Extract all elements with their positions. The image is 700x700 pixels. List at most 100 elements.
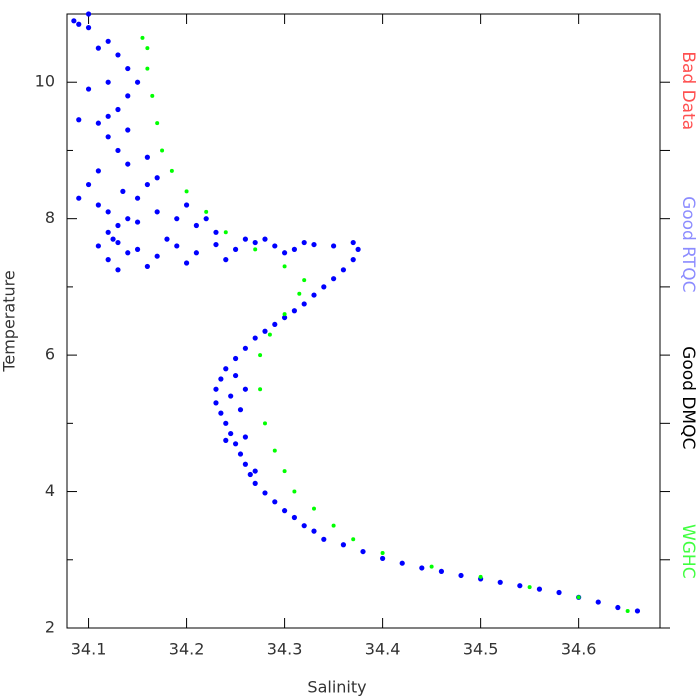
- data-point: [247, 471, 253, 478]
- data-point: [291, 514, 297, 521]
- legend-label: Good RTQC: [678, 196, 698, 292]
- data-point: [183, 202, 190, 208]
- data-point: [125, 127, 131, 133]
- data-point: [536, 586, 543, 592]
- data-point: [258, 353, 263, 358]
- data-point: [218, 410, 224, 416]
- data-point: [301, 239, 307, 246]
- data-point: [252, 480, 258, 486]
- data-point: [105, 209, 111, 215]
- data-point: [95, 243, 101, 249]
- data-point: [134, 195, 141, 201]
- data-point: [145, 46, 150, 51]
- data-point: [242, 434, 248, 440]
- data-point: [262, 328, 268, 334]
- data-point: [150, 93, 155, 98]
- data-point: [120, 188, 126, 194]
- data-point: [301, 523, 307, 529]
- data-point: [95, 45, 101, 51]
- y-tick-label: 2: [45, 618, 55, 637]
- y-tick-label: 10: [35, 72, 55, 91]
- data-point: [232, 441, 239, 447]
- data-point: [115, 267, 121, 273]
- data-point: [232, 246, 239, 252]
- data-point: [76, 117, 82, 123]
- data-point: [340, 542, 347, 548]
- data-point: [252, 335, 258, 341]
- y-tick-label: 8: [45, 208, 55, 227]
- data-point: [125, 65, 131, 72]
- data-point: [228, 393, 234, 399]
- data-point: [184, 189, 189, 194]
- data-point: [527, 585, 532, 590]
- data-point: [193, 222, 199, 229]
- data-point: [253, 247, 258, 252]
- data-point: [282, 469, 287, 474]
- data-point: [272, 243, 278, 249]
- data-point: [203, 216, 209, 222]
- data-point: [380, 550, 385, 555]
- data-point: [360, 548, 366, 555]
- data-point: [478, 574, 483, 579]
- data-point: [237, 451, 244, 457]
- data-point: [125, 161, 131, 167]
- data-point: [213, 400, 219, 406]
- legend-label: WGHC: [678, 524, 698, 579]
- data-point: [331, 243, 337, 249]
- data-point: [242, 345, 248, 351]
- data-point: [213, 241, 219, 248]
- data-point: [350, 239, 356, 246]
- data-point: [350, 257, 356, 263]
- data-point: [76, 195, 82, 201]
- data-point: [115, 239, 121, 246]
- data-point: [419, 565, 425, 571]
- data-point: [223, 420, 229, 426]
- data-point: [311, 241, 317, 248]
- x-tick-label: 34.2: [169, 640, 205, 659]
- data-point: [155, 121, 160, 126]
- data-point: [154, 253, 160, 259]
- x-tick-label: 34.3: [267, 640, 303, 659]
- data-point: [105, 113, 111, 119]
- data-point: [232, 355, 239, 362]
- data-point: [134, 219, 141, 225]
- data-point: [281, 250, 288, 256]
- data-point: [355, 246, 361, 252]
- data-point: [252, 468, 258, 474]
- data-point: [267, 332, 272, 337]
- data-point: [95, 168, 101, 174]
- data-point: [301, 301, 307, 307]
- data-point: [517, 583, 523, 589]
- y-tick-label: 4: [45, 481, 55, 500]
- data-point: [292, 489, 297, 494]
- data-point: [213, 386, 219, 392]
- data-point: [380, 555, 386, 562]
- data-point: [144, 154, 150, 160]
- data-point: [223, 366, 229, 372]
- data-point: [115, 222, 121, 229]
- data-point: [174, 216, 180, 222]
- data-point: [145, 66, 150, 71]
- y-tick-label: 6: [45, 345, 55, 364]
- data-point: [85, 11, 92, 17]
- x-tick-label: 34.6: [561, 640, 597, 659]
- data-point: [134, 246, 141, 252]
- data-point: [228, 430, 234, 437]
- data-point: [144, 263, 150, 270]
- data-point: [232, 372, 239, 379]
- data-point: [144, 181, 150, 188]
- data-point: [340, 267, 347, 273]
- data-point: [169, 168, 174, 173]
- data-point: [311, 528, 317, 534]
- data-point: [223, 257, 229, 263]
- data-point: [125, 216, 131, 222]
- data-point: [174, 243, 180, 249]
- data-point: [85, 181, 92, 188]
- data-point: [351, 537, 356, 542]
- data-point: [634, 608, 641, 614]
- data-point: [105, 257, 111, 263]
- data-point: [252, 239, 258, 246]
- data-point: [625, 608, 630, 613]
- data-point: [95, 120, 101, 126]
